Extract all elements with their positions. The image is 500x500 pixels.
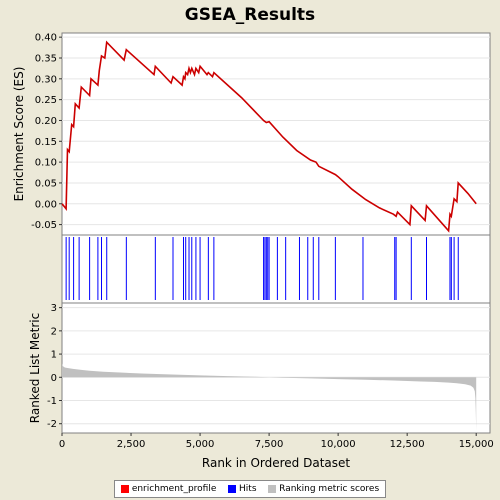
metric-y-tick-label: 3 — [51, 303, 57, 314]
es-y-tick-label: 0.00 — [35, 199, 57, 210]
x-tick-label: 0 — [59, 439, 65, 450]
legend-item-ranking-metric: Ranking metric scores — [268, 484, 379, 494]
hits-swatch — [228, 485, 237, 493]
x-tick-label: 12,500 — [390, 439, 425, 450]
es-y-tick-label: 0.20 — [35, 116, 57, 127]
legend: enrichment_profile Hits Ranking metric s… — [114, 480, 386, 498]
es-plot-area — [61, 32, 491, 236]
es-y-tick-label: 0.35 — [35, 53, 57, 64]
x-axis-label: Rank in Ordered Dataset — [202, 456, 350, 470]
metric-y-tick-label: 1 — [51, 350, 57, 361]
metric-y-tick-label: 2 — [51, 326, 57, 337]
enrichment-profile-line — [61, 40, 477, 233]
es-y-tick-label: -0.05 — [31, 220, 57, 231]
es-y-tick-label: 0.05 — [35, 178, 57, 189]
legend-label-ranking-metric: Ranking metric scores — [279, 484, 380, 494]
x-tick-label: 5,000 — [186, 439, 215, 450]
es-y-tick-label: 0.10 — [35, 158, 57, 169]
legend-label-hits: Hits — [239, 484, 257, 494]
es-y-tick-label: 0.25 — [35, 95, 57, 106]
metric-y-tick-label: -1 — [47, 396, 57, 407]
legend-item-enrichment-profile: enrichment_profile — [120, 484, 217, 494]
legend-label-enrichment-profile: enrichment_profile — [131, 484, 217, 494]
ranking-metric-swatch — [268, 485, 277, 493]
es-y-axis-label: Enrichment Score (ES) — [12, 67, 26, 202]
metric-plot-area — [61, 302, 491, 434]
es-y-tick-label: 0.40 — [35, 33, 57, 44]
metric-panel: 3 2 1 0 -1 -2 0 2,500 5,000 7,500 10,000 12,500 15,… — [47, 302, 494, 450]
metric-y-axis-label: Ranked List Metric — [28, 313, 42, 423]
es-panel: 0.40 0.35 0.30 0.25 0.20 0.15 0.10 0.05 0.00 -0.0… — [31, 32, 491, 236]
hits-plot-area — [61, 234, 491, 304]
metric-y-tick-label: -2 — [47, 419, 57, 430]
x-tick-label: 10,000 — [321, 439, 356, 450]
x-tick-label: 2,500 — [117, 439, 146, 450]
es-y-tick-label: 0.30 — [35, 74, 57, 85]
hits-panel — [61, 234, 491, 304]
chart-title: GSEA_Results — [184, 5, 316, 25]
legend-item-hits: Hits — [228, 484, 257, 494]
metric-y-tick-label: 0 — [51, 373, 57, 384]
enrichment-profile-swatch — [120, 485, 129, 493]
x-tick-label: 7,500 — [255, 439, 284, 450]
x-tick-label: 15,000 — [459, 439, 494, 450]
es-y-tick-label: 0.15 — [35, 137, 57, 148]
